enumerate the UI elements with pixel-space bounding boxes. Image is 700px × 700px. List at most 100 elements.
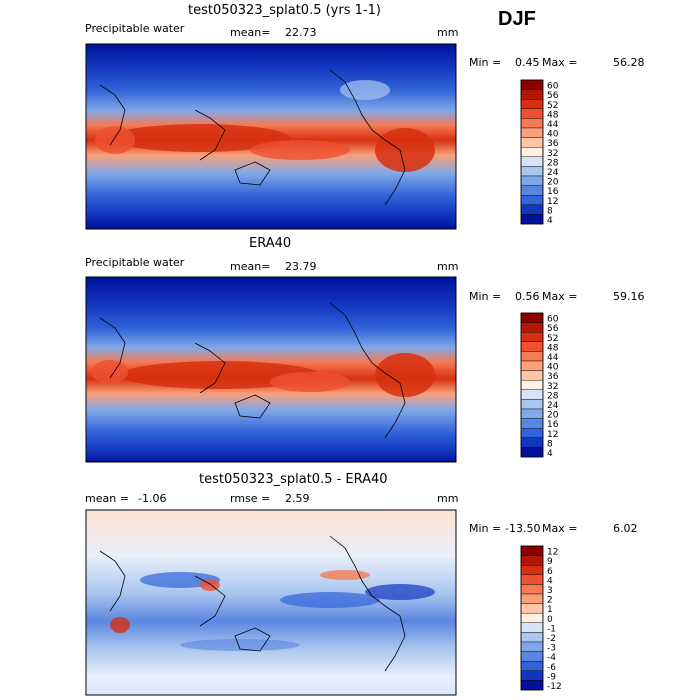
colorbar-cell	[520, 194, 544, 205]
colorbar-cell	[520, 370, 544, 381]
map-diff	[86, 510, 456, 695]
colorbar-tick-label: -1	[547, 624, 556, 634]
colorbar-cell	[520, 661, 544, 672]
colorbar-tick-label: 12	[547, 197, 558, 207]
colorbar-tick-label: 44	[547, 120, 559, 130]
colorbar-cell	[520, 341, 544, 352]
colorbar-tick-label: 56	[547, 91, 559, 101]
panel-model-mean-value: 22.73	[285, 26, 317, 39]
colorbar-cell	[520, 312, 544, 323]
colorbar-tick-label: 36	[547, 372, 559, 382]
colorbar-tick-label: -12	[547, 682, 562, 692]
colorbar-tick-label: 9	[547, 557, 553, 567]
colorbar-cell	[520, 166, 544, 177]
panel-diff-units: mm	[437, 492, 459, 505]
colorbar-cell	[520, 680, 544, 691]
colorbar-tick-label: -4	[547, 653, 556, 663]
panel-diff-max-label: Max =	[542, 522, 578, 535]
colorbar-cell	[520, 603, 544, 614]
colorbar-cell	[520, 175, 544, 186]
colorbar-cell	[520, 418, 544, 429]
colorbar-cell	[520, 204, 544, 215]
colorbar-tick-label: 4	[547, 449, 553, 459]
colorbar-tick-label: 16	[547, 420, 559, 430]
colorbar-tick-label: 1	[547, 605, 553, 615]
map-model	[86, 44, 456, 229]
map-model-frame	[85, 43, 457, 230]
colorbar-cell	[520, 146, 544, 157]
colorbar-tick-label: 52	[547, 334, 558, 344]
panel-model-title: test050323_splat0.5 (yrs 1-1)	[188, 3, 381, 18]
colorbar-frame	[520, 545, 544, 691]
colorbar-cell	[520, 622, 544, 633]
panel-model-units: mm	[437, 26, 459, 39]
map-obs	[86, 277, 456, 462]
panel-obs-max-label: Max =	[542, 290, 578, 303]
colorbar-cell	[520, 670, 544, 681]
colorbar-cell	[520, 408, 544, 419]
colorbar-tick-label: -2	[547, 634, 556, 644]
colorbar-tick-label: 40	[547, 363, 559, 373]
colorbar-tick-label: 32	[547, 149, 558, 159]
colorbar-tick-label: 36	[547, 139, 559, 149]
colorbar-tick-label: 48	[547, 343, 559, 353]
colorbar-cell	[520, 380, 544, 391]
colorbar-tick-label: 4	[547, 216, 553, 226]
colorbar-tick-label: 0	[547, 615, 553, 625]
colorbar-tick-label: 60	[547, 315, 559, 325]
panel-obs-min-value: 0.56	[515, 290, 540, 303]
panel-obs-units: mm	[437, 260, 459, 273]
colorbar-cell	[520, 593, 544, 604]
map-diff-frame	[85, 509, 457, 696]
colorbar-tick-label: 3	[547, 586, 553, 596]
colorbar-tick-label: -9	[547, 672, 556, 682]
colorbar-cell	[520, 555, 544, 566]
colorbar-tick-label: 12	[547, 548, 558, 558]
colorbar-tick-label: 8	[547, 439, 553, 449]
panel-diff-mean-value: -1.06	[138, 492, 167, 505]
colorbar-tick-label: -6	[547, 663, 556, 673]
panel-diff-min-label: Min =	[469, 522, 502, 535]
panel-model-min-label: Min =	[469, 56, 502, 69]
colorbar-tick-label: 44	[547, 353, 559, 363]
colorbar-cell	[520, 108, 544, 119]
colorbar-cell	[520, 613, 544, 624]
panel-model-min-value: 0.45	[515, 56, 540, 69]
colorbar-tick-label: 28	[547, 158, 559, 168]
colorbar-cell	[520, 584, 544, 595]
colorbar-tick-label: 28	[547, 391, 559, 401]
panel-diff-rmse-label: rmse =	[230, 492, 271, 505]
panel-obs-mean-value: 23.79	[285, 260, 317, 273]
colorbar-tick-label: 60	[547, 82, 559, 92]
colorbar-cell	[520, 185, 544, 196]
colorbar-cell	[520, 98, 544, 109]
colorbar-cell	[520, 565, 544, 576]
colorbar-cell	[520, 447, 544, 458]
colorbar-cell	[520, 651, 544, 662]
map-obs-frame	[85, 276, 457, 463]
panel-model-mean-label: mean=	[230, 26, 271, 39]
panel-diff-max-value: 6.02	[613, 522, 638, 535]
colorbar-cell	[520, 351, 544, 362]
panel-model-max-value: 56.28	[613, 56, 645, 69]
panel-obs-min-label: Min =	[469, 290, 502, 303]
colorbar-tick-label: 20	[547, 178, 559, 188]
colorbar-cell	[520, 360, 544, 371]
colorbar-tick-label: 8	[547, 206, 553, 216]
colorbar-cell	[520, 428, 544, 439]
panel-diff-mean-label: mean =	[85, 492, 129, 505]
colorbar-tick-label: 56	[547, 324, 559, 334]
colorbar-tick-label: 16	[547, 187, 559, 197]
panel-obs-variable: Precipitable water	[85, 256, 185, 269]
colorbar-frame	[520, 79, 544, 225]
colorbar-tick-label: 48	[547, 110, 559, 120]
colorbar-cell	[520, 89, 544, 100]
colorbar-tick-label: 52	[547, 101, 558, 111]
colorbar-tick-label: 20	[547, 411, 559, 421]
coastlines	[99, 69, 406, 672]
colorbar-tick-label: 2	[547, 596, 553, 606]
